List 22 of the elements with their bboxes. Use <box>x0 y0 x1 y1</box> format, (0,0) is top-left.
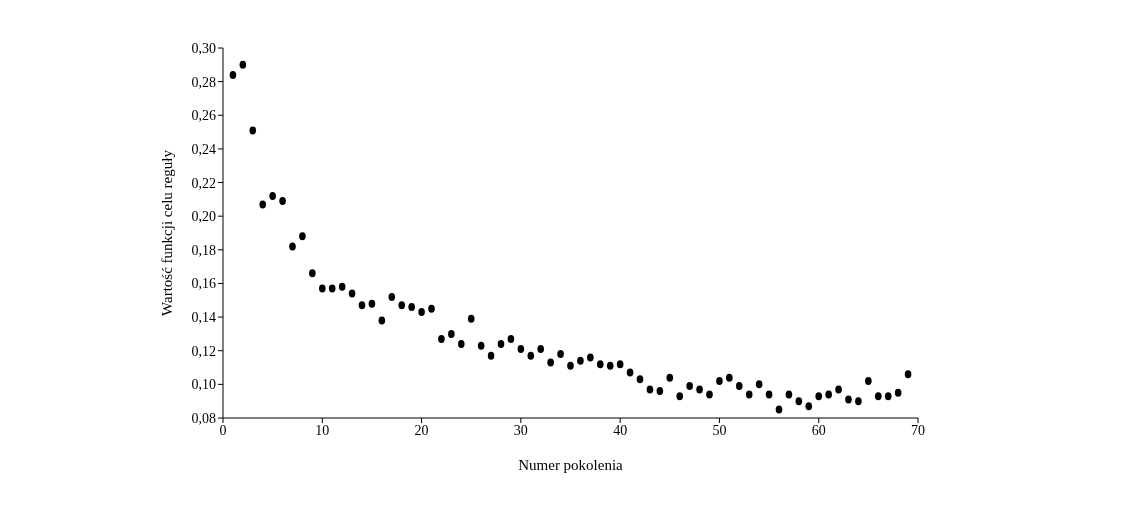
y-tick-label: 0,26 <box>191 108 216 124</box>
y-tick-label: 0,22 <box>191 175 216 191</box>
x-tick-label: 0 <box>219 422 227 438</box>
x-tick-label: 40 <box>613 422 628 438</box>
y-tick-label: 0,24 <box>191 141 216 157</box>
x-tick-label: 30 <box>513 422 528 438</box>
y-tick-label: 0,12 <box>191 343 216 359</box>
y-tick-label: 0,14 <box>191 310 216 326</box>
y-tick-label: 0,16 <box>191 276 216 292</box>
y-axis-title: Wartość funkcji celu reguły <box>159 149 176 316</box>
y-tick-label: 0,20 <box>191 209 216 225</box>
x-tick-label: 70 <box>911 422 925 438</box>
x-tick-label: 60 <box>811 422 826 438</box>
y-tick-label: 0,28 <box>191 74 216 90</box>
y-tick-label: 0,10 <box>191 377 216 393</box>
y-tick-label: 0,18 <box>191 242 216 258</box>
x-tick-label: 20 <box>414 422 429 438</box>
x-tick-label: 50 <box>712 422 727 438</box>
x-tick-label: 10 <box>315 422 330 438</box>
y-tick-label: 0,30 <box>191 40 216 56</box>
x-axis-title: Numer pokolenia <box>518 457 624 473</box>
y-tick-label: 0,08 <box>191 410 216 426</box>
